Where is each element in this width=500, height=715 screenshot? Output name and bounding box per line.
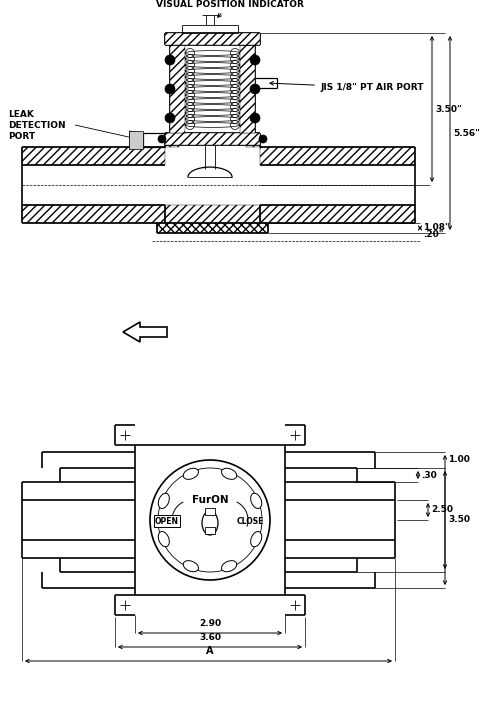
Text: .20": .20"	[423, 230, 444, 239]
Text: 2.90: 2.90	[199, 619, 221, 628]
Ellipse shape	[250, 493, 262, 508]
Circle shape	[165, 113, 175, 123]
Text: 1.08": 1.08"	[423, 224, 450, 232]
Circle shape	[165, 84, 175, 94]
Polygon shape	[240, 45, 255, 133]
Ellipse shape	[183, 561, 198, 572]
Text: 2.50: 2.50	[431, 506, 453, 515]
Text: A: A	[206, 646, 214, 656]
Bar	[129, 131, 143, 149]
Ellipse shape	[222, 468, 237, 479]
Text: LEAK
DETECTION
PORT: LEAK DETECTION PORT	[8, 110, 66, 141]
Polygon shape	[165, 205, 260, 223]
Text: JIS 1/8" PT AIR PORT: JIS 1/8" PT AIR PORT	[270, 82, 424, 92]
Polygon shape	[170, 45, 185, 133]
Polygon shape	[260, 205, 415, 223]
Polygon shape	[165, 145, 179, 147]
Ellipse shape	[250, 531, 262, 547]
Text: .30: .30	[421, 470, 437, 480]
Text: VISUAL POSITION INDICATOR: VISUAL POSITION INDICATOR	[156, 0, 304, 17]
Text: FurON: FurON	[192, 495, 228, 505]
Polygon shape	[246, 145, 260, 147]
Text: 3.60: 3.60	[199, 633, 221, 642]
Polygon shape	[123, 322, 167, 342]
Circle shape	[250, 55, 260, 65]
Circle shape	[158, 135, 166, 143]
Polygon shape	[22, 147, 165, 165]
Text: CLOSE: CLOSE	[236, 516, 264, 526]
Circle shape	[250, 113, 260, 123]
Bar	[205, 527, 215, 534]
Circle shape	[259, 135, 267, 143]
Polygon shape	[22, 205, 165, 223]
Text: 1.00: 1.00	[448, 455, 470, 465]
Polygon shape	[165, 133, 260, 145]
Circle shape	[150, 460, 270, 580]
Text: 3.50: 3.50	[448, 516, 470, 525]
Circle shape	[165, 55, 175, 65]
Polygon shape	[260, 147, 415, 165]
Ellipse shape	[158, 531, 170, 547]
Text: 5.56": 5.56"	[453, 129, 480, 137]
Ellipse shape	[222, 561, 237, 572]
Ellipse shape	[183, 468, 198, 479]
Ellipse shape	[158, 493, 170, 508]
Bar	[154, 515, 180, 527]
Polygon shape	[165, 33, 260, 45]
Circle shape	[250, 84, 260, 94]
Text: 3.50": 3.50"	[435, 104, 462, 114]
Bar	[205, 508, 215, 515]
Polygon shape	[157, 223, 268, 233]
Text: OPEN: OPEN	[155, 516, 179, 526]
Ellipse shape	[202, 511, 218, 535]
